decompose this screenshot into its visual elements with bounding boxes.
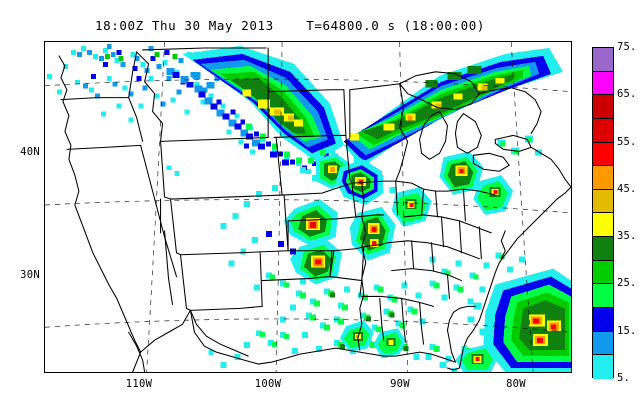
lat-tick-40n: 40N xyxy=(20,146,40,158)
colorbar-band xyxy=(593,142,613,167)
colorbar-band xyxy=(593,213,613,238)
colorbar-band xyxy=(593,71,613,96)
colorbar-tick: 55. xyxy=(617,135,637,148)
colorbar-band xyxy=(593,189,613,214)
colorbar-band xyxy=(593,260,613,285)
colorbar-tick: 5. xyxy=(617,372,631,384)
colorbar-tick: 65. xyxy=(617,88,637,101)
colorbar-tick: 15. xyxy=(617,324,637,337)
colorbar-band xyxy=(593,284,613,309)
lat-tick-30n: 30N xyxy=(20,269,40,281)
colorbar-band xyxy=(593,48,613,72)
page-title: 18:00Z Thu 30 May 2013 T=64800.0 s (18:0… xyxy=(94,18,486,33)
colorbar-band xyxy=(593,331,613,356)
lon-tick-110w: 110W xyxy=(125,378,153,390)
map-svg xyxy=(45,42,571,372)
colorbar-tick: 45. xyxy=(617,182,637,195)
colorbar-band xyxy=(593,118,613,143)
map-canvas xyxy=(45,42,571,372)
map-boundaries xyxy=(58,47,571,372)
lon-tick-80w: 80W xyxy=(506,378,526,390)
colorbar-tick: 25. xyxy=(617,277,637,290)
lon-tick-90w: 90W xyxy=(390,378,410,390)
map-frame xyxy=(44,41,572,373)
colorbar-band xyxy=(593,308,613,332)
colorbar-tick: 35. xyxy=(617,230,637,243)
colorbar-band xyxy=(593,355,613,379)
reflectivity-colorbar xyxy=(592,47,614,379)
colorbar-band xyxy=(593,237,613,261)
colorbar-band xyxy=(593,95,613,119)
colorbar-tick: 75. xyxy=(617,41,637,53)
colorbar-band xyxy=(593,166,613,190)
lon-tick-100w: 100W xyxy=(254,378,282,390)
